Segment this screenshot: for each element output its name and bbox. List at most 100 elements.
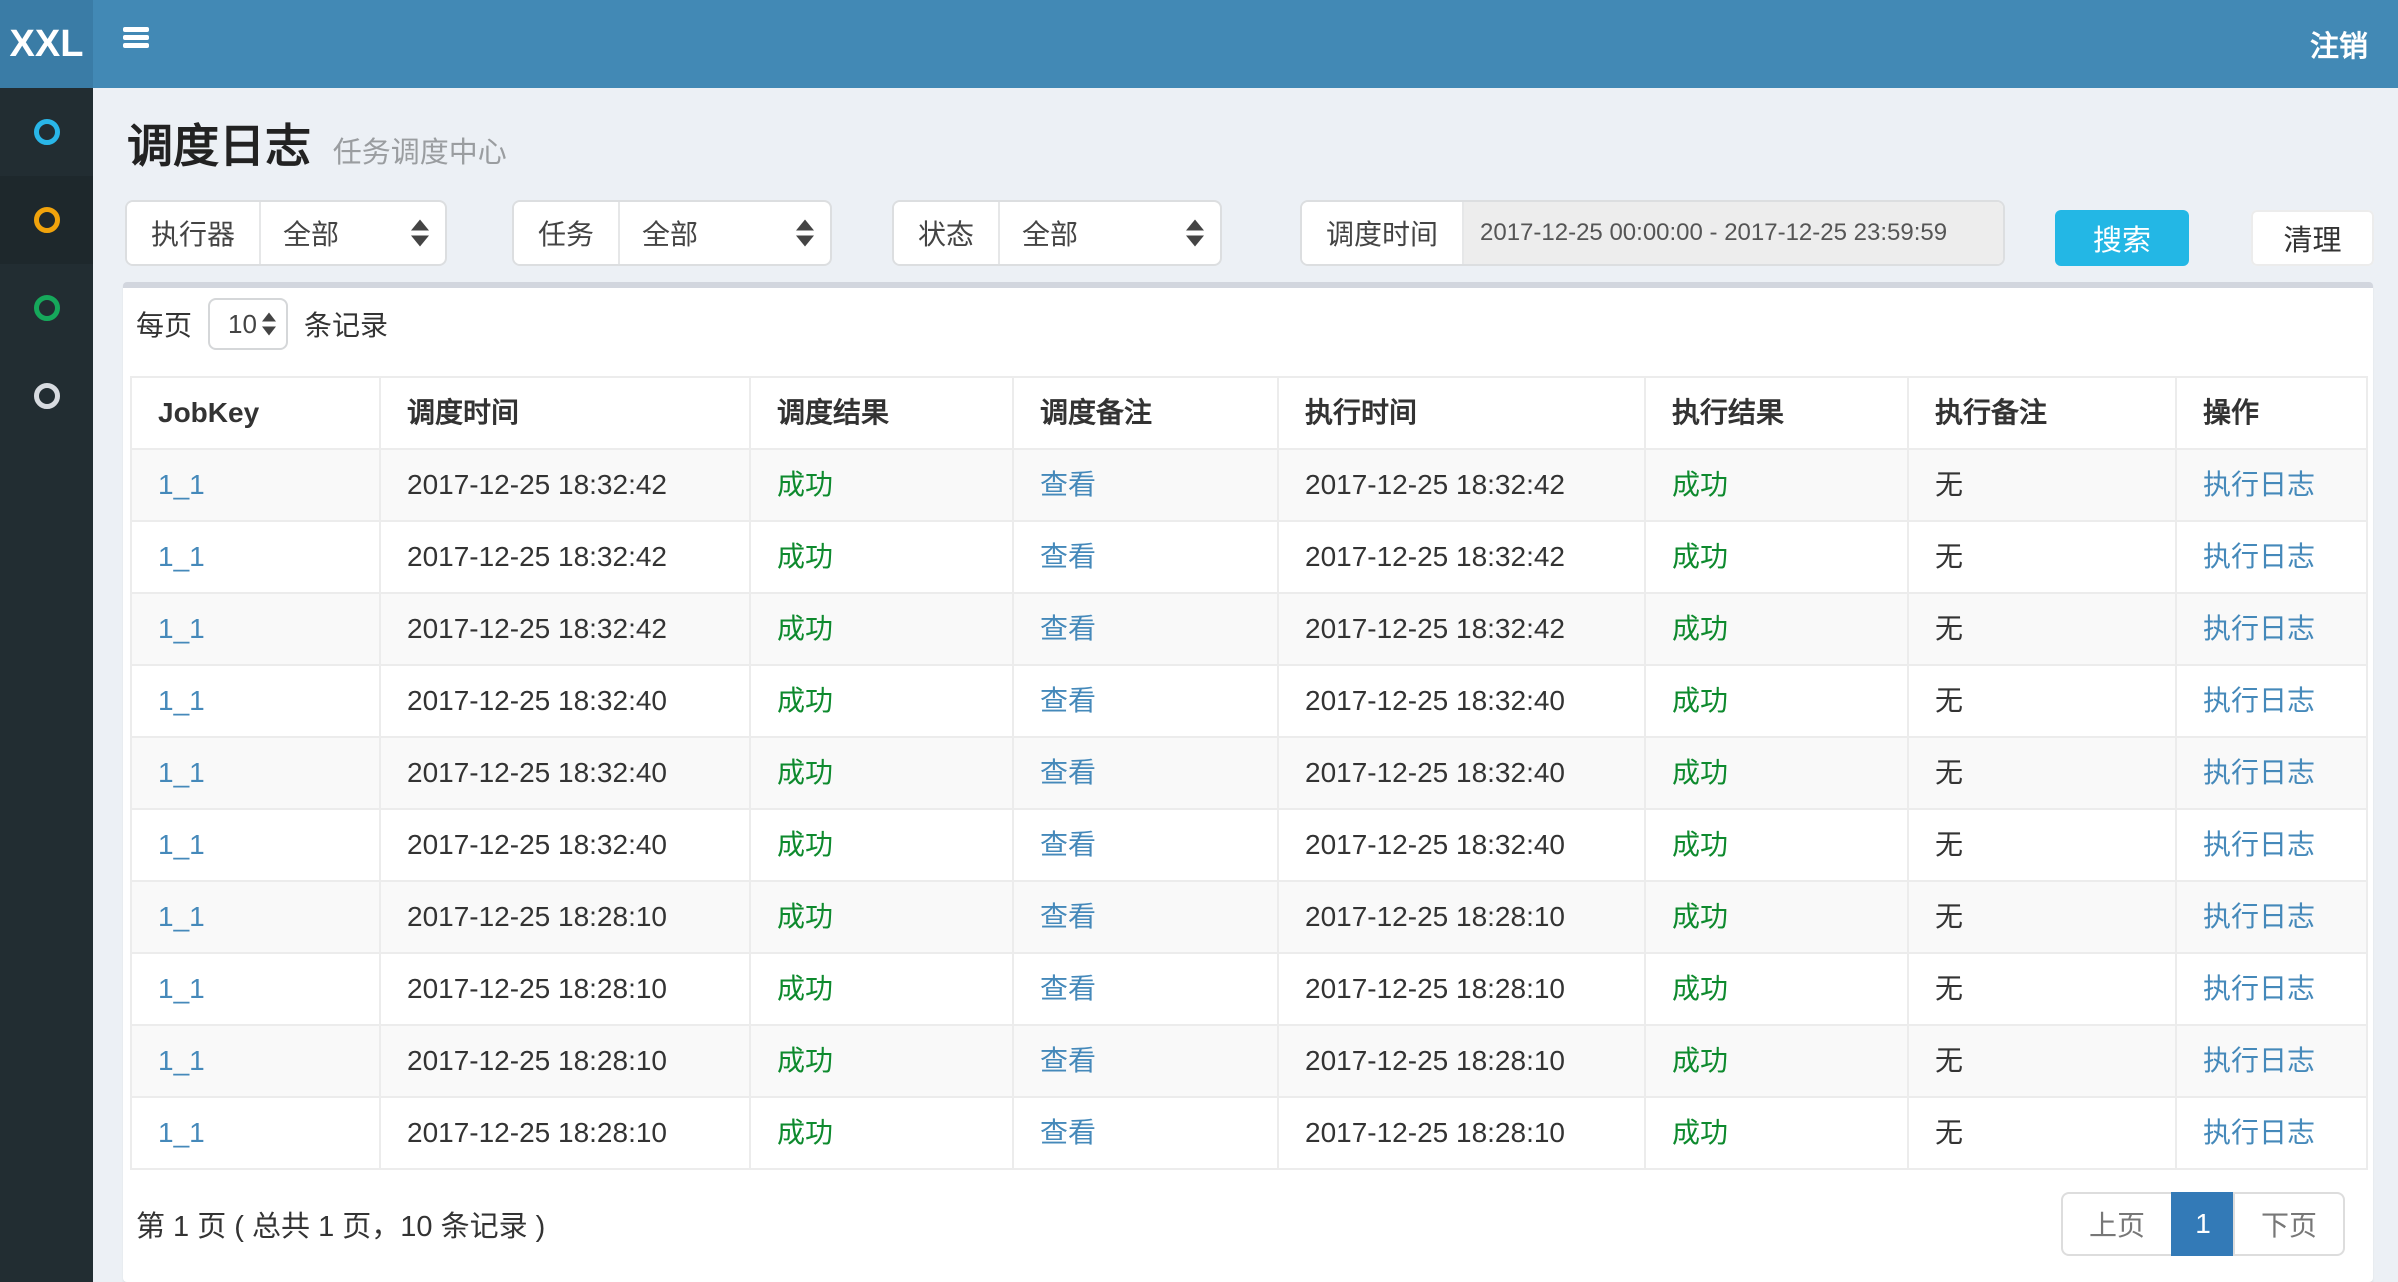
exec-log-link-cell: 执行日志 <box>2176 1025 2368 1098</box>
handle-result-cell-cell: 成功 <box>1645 737 1909 810</box>
handle-result-cell-cell: 成功 <box>1645 809 1909 882</box>
brand-logo[interactable]: XXL <box>0 0 93 88</box>
view-trigger-msg-link[interactable]: 查看 <box>1040 469 1097 500</box>
exec-log-link[interactable]: 执行日志 <box>2203 757 2316 788</box>
sidebar-item-job-log[interactable] <box>0 176 93 264</box>
handle-msg-cell-cell: 无 <box>1908 881 2177 954</box>
handle-msg-cell-cell: 无 <box>1908 593 2177 666</box>
jobkey-link-cell: 1_1 <box>130 665 381 738</box>
view-trigger-msg-link[interactable]: 查看 <box>1040 613 1097 644</box>
sidebar <box>0 88 93 1282</box>
trigger-result-cell-cell: 成功 <box>750 1025 1014 1098</box>
executor-filter-group: 执行器 全部 <box>125 200 447 266</box>
exec-log-link[interactable]: 执行日志 <box>2203 685 2316 716</box>
jobkey-link[interactable]: 1_1 <box>158 469 205 500</box>
exec-log-link[interactable]: 执行日志 <box>2203 901 2316 932</box>
handle-time-cell-cell: 2017-12-25 18:32:42 <box>1278 449 1646 522</box>
status-select-value: 全部 <box>1022 219 1079 250</box>
select-spinner-icon <box>411 219 429 247</box>
view-trigger-msg-link[interactable]: 查看 <box>1040 1045 1097 1076</box>
view-trigger-msg-link-cell: 查看 <box>1013 665 1279 738</box>
handle-msg-cell-cell: 无 <box>1908 737 2177 810</box>
jobkey-link[interactable]: 1_1 <box>158 685 205 716</box>
column-header-3: 调度结果 <box>750 376 1014 450</box>
trigger-time-cell-cell: 2017-12-25 18:28:10 <box>380 1025 751 1098</box>
jobkey-link-cell: 1_1 <box>130 1097 381 1170</box>
trigger-time-cell-cell: 2017-12-25 18:32:40 <box>380 809 751 882</box>
circle-icon <box>33 207 60 233</box>
job-select[interactable]: 全部 <box>620 202 830 264</box>
trigger-time-range-input[interactable]: 2017-12-25 00:00:00 - 2017-12-25 23:59:5… <box>1464 202 2003 264</box>
exec-log-link[interactable]: 执行日志 <box>2203 1045 2316 1076</box>
handle-result-cell-cell: 成功 <box>1645 1097 1909 1170</box>
current-page-button[interactable]: 1 <box>2170 1192 2235 1256</box>
sidebar-item-dashboard[interactable] <box>0 88 93 176</box>
table-row: 1_1 2017-12-25 18:28:10 成功 查看 2017-12-25 18:… <box>130 953 2368 1026</box>
exec-log-link[interactable]: 执行日志 <box>2203 469 2316 500</box>
exec-log-link[interactable]: 执行日志 <box>2203 613 2316 644</box>
exec-log-link-cell: 执行日志 <box>2176 809 2368 882</box>
trigger-result-cell-cell: 成功 <box>750 593 1014 666</box>
clear-button[interactable]: 清理 <box>2251 210 2374 266</box>
select-spinner-icon <box>262 312 277 336</box>
executor-select[interactable]: 全部 <box>261 202 445 264</box>
exec-log-link[interactable]: 执行日志 <box>2203 1117 2316 1148</box>
view-trigger-msg-link[interactable]: 查看 <box>1040 685 1097 716</box>
trigger-time-cell-cell: 2017-12-25 18:32:42 <box>380 593 751 666</box>
view-trigger-msg-link[interactable]: 查看 <box>1040 757 1097 788</box>
select-spinner-icon <box>796 219 814 247</box>
handle-time-cell-cell: 2017-12-25 18:28:10 <box>1278 1097 1646 1170</box>
jobkey-link[interactable]: 1_1 <box>158 541 205 572</box>
exec-log-link-cell: 执行日志 <box>2176 521 2368 594</box>
handle-time-cell-cell: 2017-12-25 18:28:10 <box>1278 1025 1646 1098</box>
sidebar-item-executor[interactable] <box>0 352 93 440</box>
jobkey-link[interactable]: 1_1 <box>158 757 205 788</box>
table-row: 1_1 2017-12-25 18:32:42 成功 查看 2017-12-25 18:… <box>130 521 2368 594</box>
trigger-time-cell-cell: 2017-12-25 18:32:40 <box>380 737 751 810</box>
handle-msg-cell-cell: 无 <box>1908 1025 2177 1098</box>
column-header-1: JobKey <box>130 376 381 450</box>
exec-log-link-cell: 执行日志 <box>2176 1097 2368 1170</box>
logout-link[interactable]: 注销 <box>2309 31 2368 63</box>
trigger-result-cell-cell: 成功 <box>750 665 1014 738</box>
jobkey-link[interactable]: 1_1 <box>158 973 205 1004</box>
exec-log-link[interactable]: 执行日志 <box>2203 829 2316 860</box>
page-size-select[interactable]: 10 <box>208 298 289 350</box>
view-trigger-msg-link-cell: 查看 <box>1013 1025 1279 1098</box>
jobkey-link[interactable]: 1_1 <box>158 613 205 644</box>
sidebar-item-job-manage[interactable] <box>0 264 93 352</box>
circle-icon <box>33 383 60 409</box>
view-trigger-msg-link[interactable]: 查看 <box>1040 1117 1097 1148</box>
jobkey-link[interactable]: 1_1 <box>158 1045 205 1076</box>
hamburger-icon <box>123 27 149 32</box>
next-page-button[interactable]: 下页 <box>2232 1192 2345 1256</box>
sidebar-toggle-button[interactable] <box>123 27 149 48</box>
handle-result-cell-cell: 成功 <box>1645 953 1909 1026</box>
circle-icon <box>33 295 60 321</box>
executor-filter-label: 执行器 <box>127 202 262 264</box>
handle-msg-cell-cell: 无 <box>1908 521 2177 594</box>
prev-page-button[interactable]: 上页 <box>2060 1192 2173 1256</box>
jobkey-link[interactable]: 1_1 <box>158 901 205 932</box>
page-subtitle: 任务调度中心 <box>332 137 507 169</box>
trigger-result-cell-cell: 成功 <box>750 953 1014 1026</box>
view-trigger-msg-link[interactable]: 查看 <box>1040 973 1097 1004</box>
handle-time-cell-cell: 2017-12-25 18:32:42 <box>1278 593 1646 666</box>
handle-time-cell-cell: 2017-12-25 18:32:40 <box>1278 809 1646 882</box>
status-select[interactable]: 全部 <box>1000 202 1220 264</box>
search-button[interactable]: 搜索 <box>2055 210 2189 266</box>
column-header-8: 操作 <box>2176 376 2368 450</box>
view-trigger-msg-link[interactable]: 查看 <box>1040 829 1097 860</box>
jobkey-link[interactable]: 1_1 <box>158 1117 205 1148</box>
view-trigger-msg-link[interactable]: 查看 <box>1040 541 1097 572</box>
exec-log-link[interactable]: 执行日志 <box>2203 973 2316 1004</box>
trigger-time-cell-cell: 2017-12-25 18:32:42 <box>380 449 751 522</box>
table-row: 1_1 2017-12-25 18:32:40 成功 查看 2017-12-25 18:… <box>130 809 2368 882</box>
status-filter-label: 状态 <box>894 202 1001 264</box>
jobkey-link[interactable]: 1_1 <box>158 829 205 860</box>
table-row: 1_1 2017-12-25 18:32:42 成功 查看 2017-12-25 18:… <box>130 449 2368 522</box>
exec-log-link[interactable]: 执行日志 <box>2203 541 2316 572</box>
column-header-4: 调度备注 <box>1013 376 1279 450</box>
column-header-5: 执行时间 <box>1278 376 1646 450</box>
view-trigger-msg-link[interactable]: 查看 <box>1040 901 1097 932</box>
